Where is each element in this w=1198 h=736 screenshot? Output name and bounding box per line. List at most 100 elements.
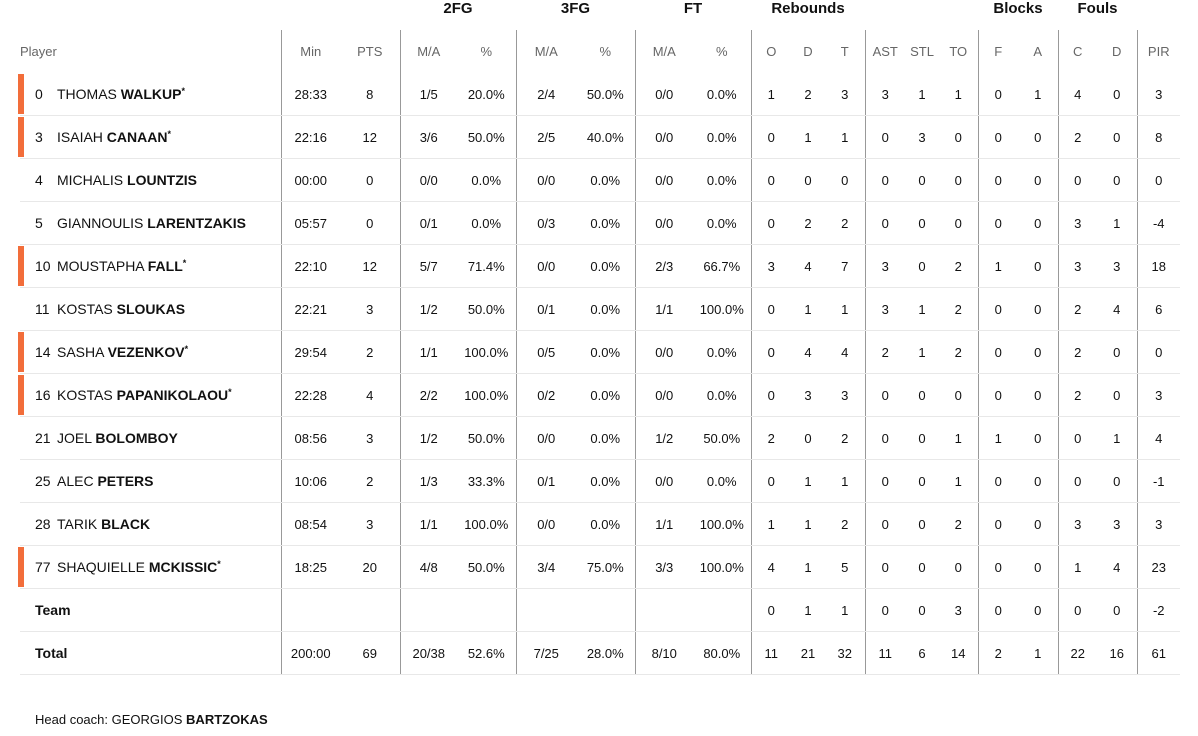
player-last-name[interactable]: MCKISSIC (148, 559, 218, 575)
stat-ft-pct: 80.0% (693, 631, 751, 675)
player-first-name[interactable]: GIANNOULIS (57, 215, 144, 231)
col-header-stl[interactable]: STL (910, 44, 934, 59)
player-cell[interactable]: 11 KOSTAS SLOUKAS (20, 287, 281, 331)
player-last-name[interactable]: SLOUKAS (116, 301, 186, 317)
stat-3fg-pct: 0.0% (576, 287, 635, 331)
stat-foul-c: 1 (1057, 545, 1097, 589)
col-header-blk-f[interactable]: F (977, 30, 1018, 73)
player-cell[interactable]: 25 ALEC PETERS (20, 459, 281, 503)
player-row[interactable]: 77 SHAQUIELLE MCKISSIC* 18:25 20 4/8 50.0% 3/4… (18, 545, 1180, 589)
col-header-min[interactable]: Min (280, 30, 340, 73)
col-header-ft-pct[interactable]: % (715, 44, 728, 59)
player-row[interactable]: 21 JOEL BOLOMBOY 08:56 3 1/2 50.0% 0/0 0.0% 1/2 5… (20, 416, 1180, 460)
stat-reb-d: 2 (791, 73, 825, 116)
player-row[interactable]: 11 KOSTAS SLOUKAS 22:21 3 1/2 50.0% 0/1 0.0% 1/1… (20, 287, 1180, 331)
col-header-ft-ma[interactable]: M/A (634, 30, 693, 73)
stat-blk-a: 0 (1018, 244, 1058, 288)
stat-3fg-ma (515, 588, 576, 632)
player-cell[interactable]: 0 THOMAS WALKUP* (18, 73, 281, 116)
col-header-pir[interactable]: PIR (1136, 30, 1180, 73)
col-header-foul-c[interactable]: C (1057, 30, 1097, 73)
player-last-name[interactable]: BOLOMBOY (95, 430, 178, 446)
stat-blk-f: 0 (977, 373, 1018, 417)
player-cell[interactable]: 21 JOEL BOLOMBOY (20, 416, 281, 460)
player-first-name[interactable]: TARIK (57, 516, 98, 532)
header-row: Player Min PTS M/A% M/A% M/A% O D T AST STL TO F A C D P… (20, 30, 1180, 73)
stat-pir: 4 (1136, 416, 1180, 460)
player-cell[interactable]: 3 ISAIAH CANAAN* (18, 115, 281, 159)
col-header-pts[interactable]: PTS (357, 44, 383, 59)
player-cell[interactable]: 10 MOUSTAPHA FALL* (18, 244, 281, 288)
stat-pir: -4 (1136, 201, 1180, 245)
stat-pts: 0 (340, 201, 400, 245)
col-header-player[interactable]: Player (20, 44, 57, 59)
col-header-3fg-pct[interactable]: % (599, 44, 612, 59)
stat-2fg-ma: 1/1 (399, 330, 457, 374)
player-first-name[interactable]: SASHA (57, 344, 104, 360)
stat-ast: 0 (864, 459, 905, 503)
stat-min: 18:25 (280, 545, 340, 589)
player-row[interactable]: 4 MICHALIS LOUNTZIS 00:00 0 0/0 0.0% 0/0 0.0% 0/… (20, 158, 1180, 202)
stat-reb-d: 21 (791, 631, 825, 675)
player-cell[interactable]: 4 MICHALIS LOUNTZIS (20, 158, 281, 202)
player-first-name[interactable]: THOMAS (57, 86, 117, 102)
player-first-name[interactable]: ALEC (57, 473, 94, 489)
col-header-reb-t[interactable]: T (840, 44, 849, 59)
stat-blk-f: 0 (977, 502, 1018, 546)
col-header-blk-a[interactable]: A (1033, 44, 1043, 59)
col-header-reb-d[interactable]: D (803, 44, 813, 59)
player-last-name[interactable]: CANAAN (106, 129, 168, 145)
stat-2fg-pct: 100.0% (457, 330, 516, 374)
stat-blk-f: 0 (977, 115, 1018, 159)
col-header-3fg-ma[interactable]: M/A (515, 30, 576, 73)
player-cell[interactable]: 77 SHAQUIELLE MCKISSIC* (18, 545, 281, 589)
stat-2fg-ma: 0/0 (399, 158, 457, 202)
player-first-name[interactable]: MOUSTAPHA (57, 258, 144, 274)
col-header-to[interactable]: TO (949, 44, 968, 59)
player-cell[interactable]: 14 SASHA VEZENKOV* (18, 330, 281, 374)
player-last-name[interactable]: PETERS (97, 473, 154, 489)
player-first-name[interactable]: KOSTAS (57, 301, 113, 317)
player-last-name[interactable]: FALL (147, 258, 183, 274)
player-row[interactable]: 28 TARIK BLACK 08:54 3 1/1 100.0% 0/0 0.0% 1/1 10… (20, 502, 1180, 546)
player-first-name[interactable]: ISAIAH (57, 129, 103, 145)
player-cell[interactable]: 28 TARIK BLACK (20, 502, 281, 546)
player-last-name[interactable]: LOUNTZIS (127, 172, 198, 188)
player-last-name[interactable]: PAPANIKOLAOU (116, 387, 229, 403)
col-header-2fg-ma[interactable]: M/A (399, 30, 457, 73)
player-row[interactable]: 25 ALEC PETERS 10:06 2 1/3 33.3% 0/1 0.0% 0/0 0.0… (20, 459, 1180, 503)
stat-reb-d: 1 (791, 459, 825, 503)
player-first-name[interactable]: MICHALIS (57, 172, 124, 188)
stat-ast: 0 (864, 502, 905, 546)
stat-foul-d: 0 (1097, 459, 1137, 503)
col-header-2fg-pct[interactable]: % (480, 44, 493, 59)
player-row[interactable]: 3 ISAIAH CANAAN* 22:16 12 3/6 50.0% 2/5 40.0% 0/… (18, 115, 1180, 159)
player-row[interactable]: 10 MOUSTAPHA FALL* 22:10 12 5/7 71.4% 0/0 0.0% 2… (18, 244, 1180, 288)
player-last-name[interactable]: WALKUP (120, 86, 182, 102)
stat-ft-ma: 2/3 (634, 244, 693, 288)
stat-3fg-pct: 0.0% (576, 330, 635, 374)
player-last-name[interactable]: VEZENKOV (107, 344, 185, 360)
player-first-name[interactable]: KOSTAS (57, 387, 113, 403)
player-last-name[interactable]: BLACK (101, 516, 151, 532)
player-row[interactable]: 5 GIANNOULIS LARENTZAKIS 05:57 0 0/1 0.0% 0/3 0… (20, 201, 1180, 245)
stat-to: 3 (939, 588, 978, 632)
player-row[interactable]: 14 SASHA VEZENKOV* 29:54 2 1/1 100.0% 0/5 0.0% 0… (18, 330, 1180, 374)
col-header-ast[interactable]: AST (864, 30, 905, 73)
player-row[interactable]: 0 THOMAS WALKUP* 28:33 8 1/5 20.0% 2/4 50.0% 0/0… (18, 73, 1180, 116)
stat-reb-d: 1 (791, 287, 825, 331)
player-first-name[interactable]: SHAQUIELLE (57, 559, 145, 575)
player-first-name[interactable]: JOEL (57, 430, 92, 446)
stat-stl: 0 (905, 158, 939, 202)
col-header-reb-o[interactable]: O (750, 30, 791, 73)
stat-ft-pct: 0.0% (693, 459, 751, 503)
stat-to: 0 (939, 545, 978, 589)
stat-2fg-ma: 5/7 (399, 244, 457, 288)
player-cell[interactable]: 5 GIANNOULIS LARENTZAKIS (20, 201, 281, 245)
player-row[interactable]: 16 KOSTAS PAPANIKOLAOU* 22:28 4 2/2 100.0% 0/2… (18, 373, 1180, 417)
stat-foul-c: 0 (1057, 588, 1097, 632)
stat-to: 0 (939, 115, 978, 159)
player-cell[interactable]: 16 KOSTAS PAPANIKOLAOU* (18, 373, 281, 417)
col-header-foul-d[interactable]: D (1112, 44, 1122, 59)
player-last-name[interactable]: LARENTZAKIS (147, 215, 247, 231)
